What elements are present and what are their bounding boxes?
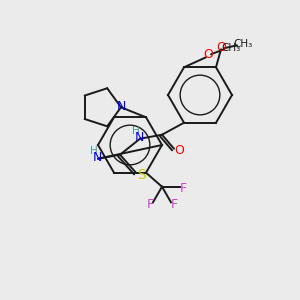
- Text: N: N: [92, 151, 102, 164]
- Text: H: H: [90, 146, 98, 156]
- Text: O: O: [216, 41, 226, 54]
- Text: S: S: [138, 168, 146, 182]
- Text: N: N: [116, 100, 126, 113]
- Text: F: F: [146, 198, 154, 211]
- Text: F: F: [170, 198, 178, 211]
- Text: O: O: [203, 48, 213, 61]
- Text: CH₃: CH₃: [221, 43, 241, 53]
- Text: N: N: [134, 131, 144, 144]
- Text: CH₃: CH₃: [233, 39, 253, 49]
- Text: H: H: [132, 126, 140, 136]
- Text: O: O: [174, 144, 184, 157]
- Text: F: F: [179, 182, 187, 195]
